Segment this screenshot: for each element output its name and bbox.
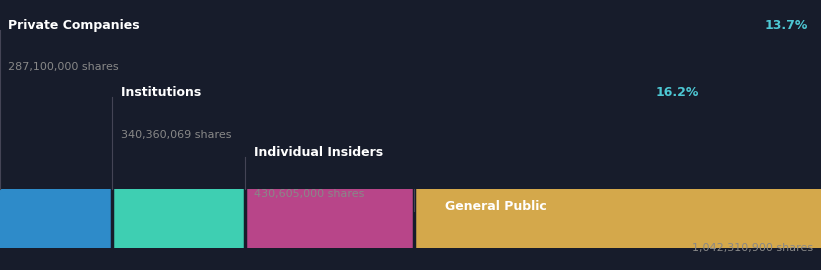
Text: 340,360,069 shares: 340,360,069 shares — [121, 130, 232, 140]
Text: Institutions: Institutions — [121, 86, 205, 99]
Bar — [414, 189, 821, 248]
Bar — [245, 189, 414, 248]
Bar — [112, 189, 245, 248]
Text: Private Companies: Private Companies — [8, 19, 144, 32]
Text: Individual Insiders: Individual Insiders — [254, 146, 388, 159]
Text: 1,042,310,900 shares: 1,042,310,900 shares — [691, 243, 813, 253]
Bar — [0, 189, 112, 248]
Text: 287,100,000 shares: 287,100,000 shares — [8, 62, 119, 72]
Text: General Public: General Public — [445, 200, 547, 213]
Text: 16.2%: 16.2% — [655, 86, 699, 99]
Text: 49.6%: 49.6% — [765, 200, 813, 213]
Text: 13.7%: 13.7% — [764, 19, 808, 32]
Text: 430,605,000 shares: 430,605,000 shares — [254, 189, 364, 199]
